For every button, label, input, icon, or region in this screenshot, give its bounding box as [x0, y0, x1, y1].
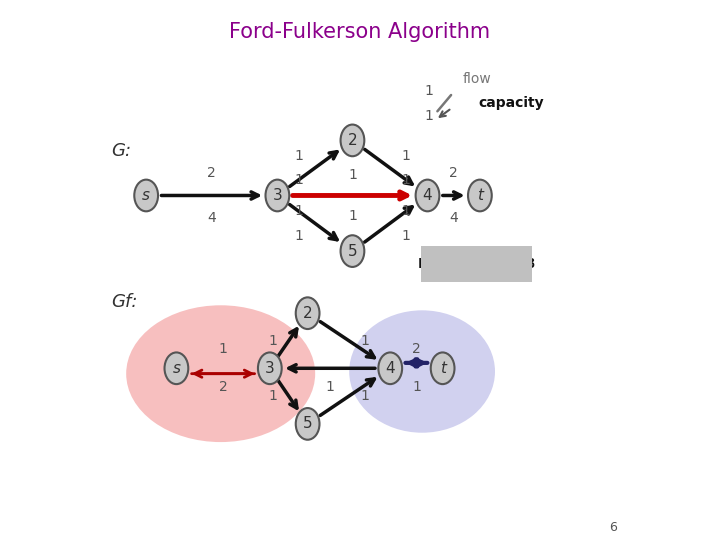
Text: s: s	[172, 361, 181, 376]
Text: 4: 4	[449, 211, 458, 225]
Text: 1: 1	[348, 168, 357, 182]
Ellipse shape	[431, 353, 454, 384]
Ellipse shape	[341, 125, 364, 156]
Text: t: t	[440, 361, 446, 376]
Ellipse shape	[349, 310, 495, 433]
Text: 1: 1	[412, 380, 421, 394]
Text: 2: 2	[348, 133, 357, 148]
Text: 1: 1	[361, 334, 369, 348]
Text: 1: 1	[402, 204, 410, 218]
Ellipse shape	[468, 180, 492, 211]
Text: 4: 4	[207, 211, 216, 225]
Ellipse shape	[165, 353, 189, 384]
Text: capacity: capacity	[479, 96, 544, 110]
Ellipse shape	[341, 235, 364, 267]
Text: 1: 1	[402, 173, 410, 187]
Text: 2: 2	[207, 166, 216, 180]
FancyBboxPatch shape	[421, 246, 531, 282]
Text: 6: 6	[608, 521, 616, 534]
Text: 1: 1	[402, 229, 410, 242]
Text: 1: 1	[268, 389, 277, 403]
Text: G:: G:	[112, 142, 132, 160]
Text: 2: 2	[303, 306, 312, 321]
Text: 1: 1	[425, 84, 433, 98]
Text: 4: 4	[423, 188, 432, 203]
Ellipse shape	[258, 353, 282, 384]
Text: t: t	[477, 188, 483, 203]
Ellipse shape	[415, 180, 439, 211]
Ellipse shape	[126, 305, 315, 442]
Text: 2: 2	[449, 166, 458, 180]
Ellipse shape	[296, 298, 320, 329]
Text: 1: 1	[425, 109, 433, 123]
Text: 2: 2	[412, 342, 420, 356]
Text: s: s	[142, 188, 150, 203]
Text: 3: 3	[272, 188, 282, 203]
Text: 1: 1	[294, 173, 303, 187]
Text: 1: 1	[348, 209, 357, 223]
Text: 4: 4	[385, 361, 395, 376]
Text: 1: 1	[325, 380, 335, 394]
Text: Flow value = 3: Flow value = 3	[418, 257, 535, 271]
Ellipse shape	[379, 353, 402, 384]
Text: 1: 1	[219, 342, 228, 356]
Ellipse shape	[296, 408, 320, 440]
Text: 5: 5	[348, 244, 357, 259]
Ellipse shape	[134, 180, 158, 211]
Text: 1: 1	[268, 334, 277, 348]
Text: 1: 1	[294, 229, 303, 242]
Text: 1: 1	[294, 148, 303, 163]
Text: Gf:: Gf:	[112, 293, 138, 312]
Text: flow: flow	[462, 72, 491, 86]
Text: 3: 3	[265, 361, 275, 376]
Text: 1: 1	[294, 204, 303, 218]
Text: 2: 2	[219, 380, 228, 394]
Text: Ford-Fulkerson Algorithm: Ford-Fulkerson Algorithm	[230, 22, 490, 42]
Ellipse shape	[266, 180, 289, 211]
Text: 5: 5	[303, 416, 312, 431]
Text: 1: 1	[402, 148, 410, 163]
Text: 1: 1	[361, 389, 369, 403]
